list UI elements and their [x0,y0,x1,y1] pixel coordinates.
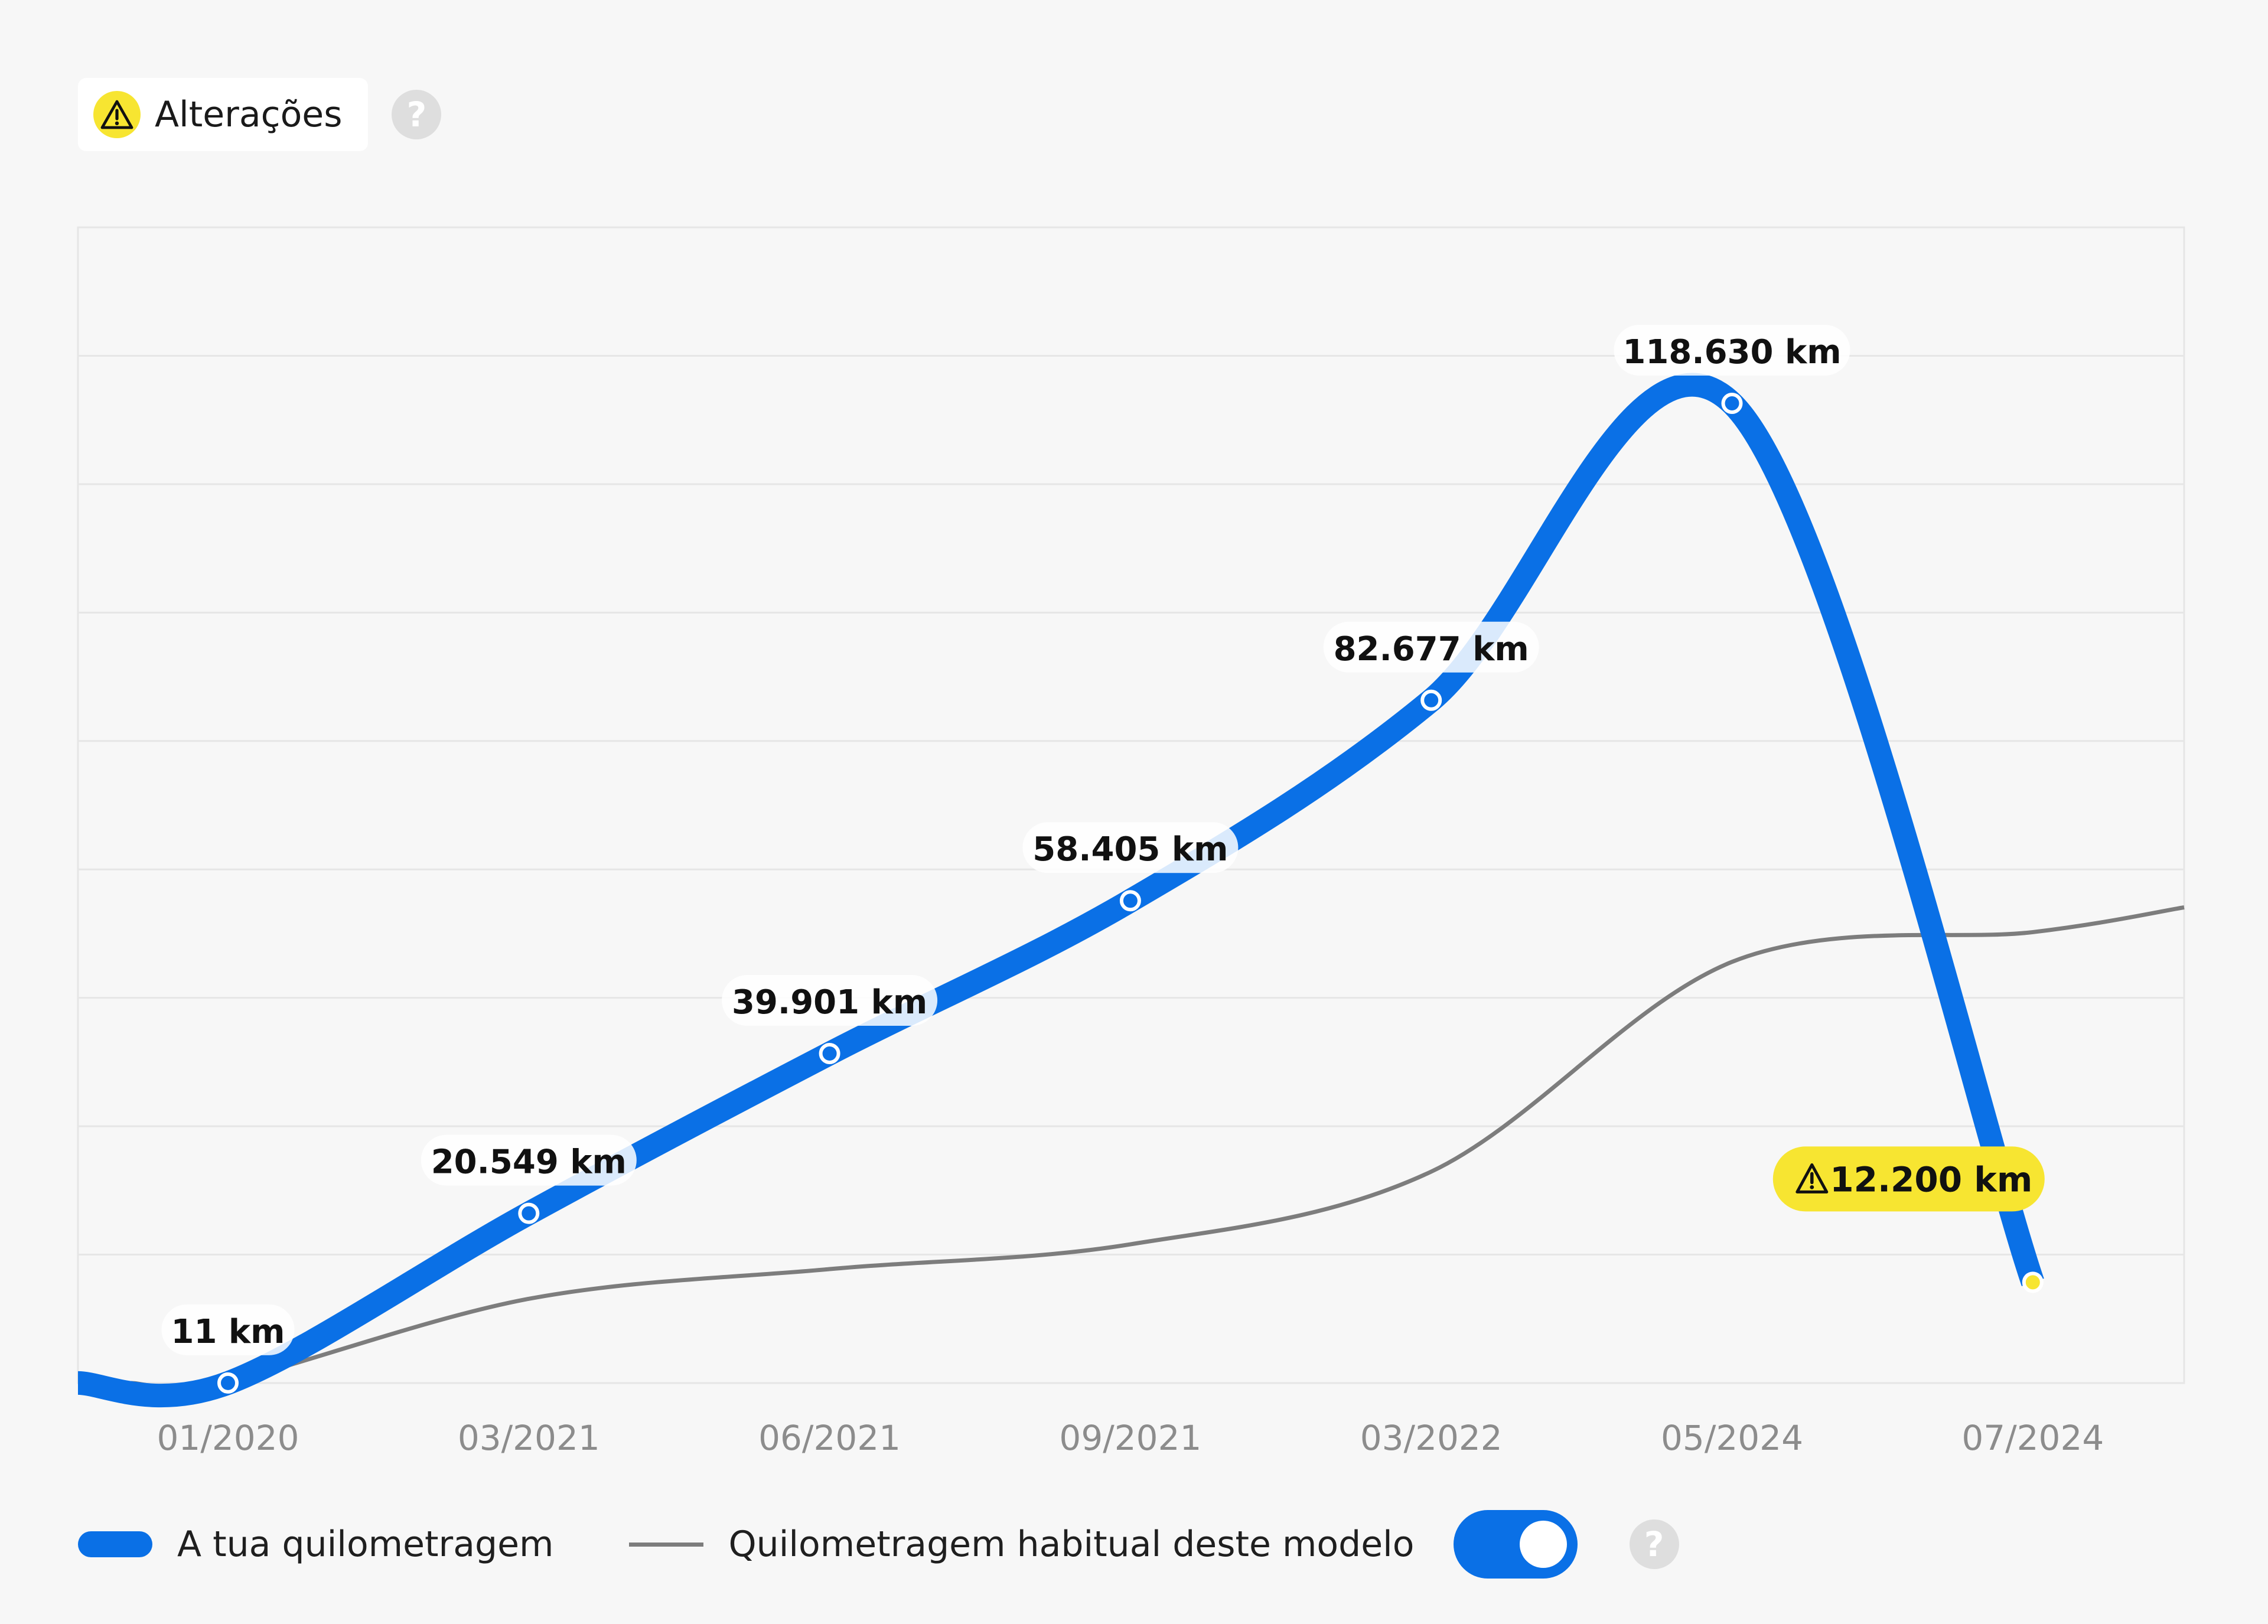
x-tick-label: 03/2021 [458,1418,600,1458]
average-mileage-toggle[interactable] [1453,1510,1578,1579]
data-point [1420,689,1442,711]
alteracoes-filter-chip[interactable]: Alterações [78,78,369,151]
question-mark-icon[interactable]: ? [392,90,442,139]
data-label-pill [1614,325,1850,376]
x-tick-label: 05/2024 [1661,1418,1803,1458]
header: Alterações ? [78,78,442,151]
data-label-pill [421,1134,637,1186]
data-point [1119,890,1141,912]
x-tick-label: 01/2020 [157,1418,299,1458]
warning-label-pill [1772,1146,2045,1212]
toggle-knob [1519,1521,1567,1568]
data-label: 82.677 km [1334,630,1529,668]
data-point [217,1372,239,1394]
legend-swatch-own-mileage [78,1531,152,1557]
x-tick-label: 06/2021 [758,1418,901,1458]
data-point [1721,393,1743,414]
question-mark-icon[interactable]: ? [1629,1519,1679,1569]
legend: A tua quilometragem Quilometragem habitu… [78,1509,1679,1580]
own-mileage-line [77,373,2044,1408]
data-label-pill [161,1304,295,1355]
data-label: 11 km [171,1313,285,1351]
x-tick-label: 03/2022 [1360,1418,1503,1458]
warning-icon [93,91,141,138]
average-mileage-line [131,905,2185,1390]
data-label: 12.200 km [1830,1159,2032,1199]
data-label-pill [722,974,938,1026]
data-label: 20.549 km [431,1143,627,1182]
data-point [819,1042,840,1064]
data-label-pill [1022,822,1239,873]
data-label: 39.901 km [732,983,927,1022]
x-tick-label: 07/2024 [1961,1418,2104,1458]
legend-label-average-mileage: Quilometragem habitual deste modelo [728,1524,1415,1565]
legend-label-own-mileage: A tua quilometragem [177,1524,554,1565]
alteracoes-label: Alterações [155,94,343,135]
data-label-pill [1323,621,1539,673]
data-label: 58.405 km [1032,830,1228,869]
data-point [518,1202,540,1224]
x-tick-label: 09/2021 [1059,1418,1201,1458]
warning-data-point [2022,1271,2044,1293]
warning-icon [1795,1163,1829,1193]
data-label: 118.630 km [1622,333,1841,371]
legend-swatch-average-mileage [629,1542,704,1547]
